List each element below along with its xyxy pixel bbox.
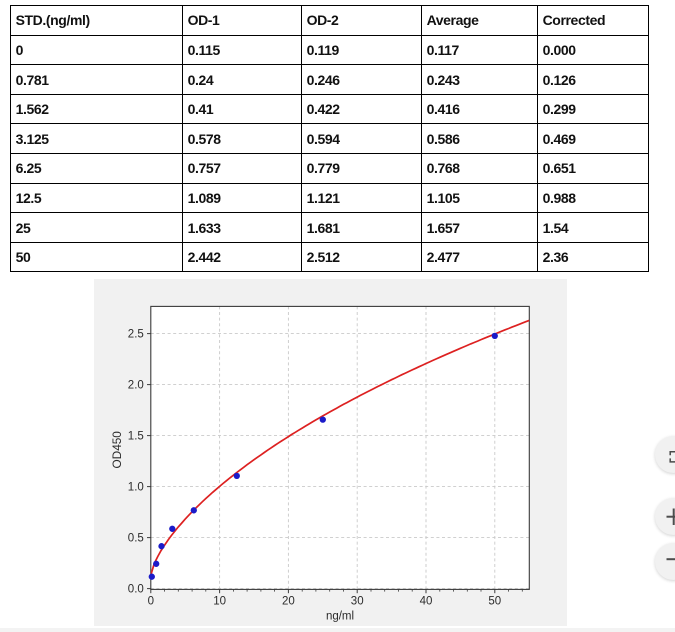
svg-text:10: 10: [213, 596, 226, 608]
svg-text:50: 50: [488, 596, 501, 608]
svg-text:1.0: 1.0: [128, 482, 144, 494]
svg-text:20: 20: [282, 596, 295, 608]
svg-text:0: 0: [148, 596, 154, 608]
svg-text:2.0: 2.0: [128, 380, 144, 392]
svg-text:ng/ml: ng/ml: [326, 611, 354, 623]
svg-text:0.5: 0.5: [128, 533, 144, 545]
svg-text:2.5: 2.5: [128, 329, 144, 341]
svg-text:40: 40: [420, 596, 433, 608]
svg-text:0.0: 0.0: [128, 584, 144, 596]
svg-text:1.5: 1.5: [128, 431, 144, 443]
svg-text:30: 30: [351, 596, 364, 608]
svg-text:OD450: OD450: [110, 431, 124, 469]
